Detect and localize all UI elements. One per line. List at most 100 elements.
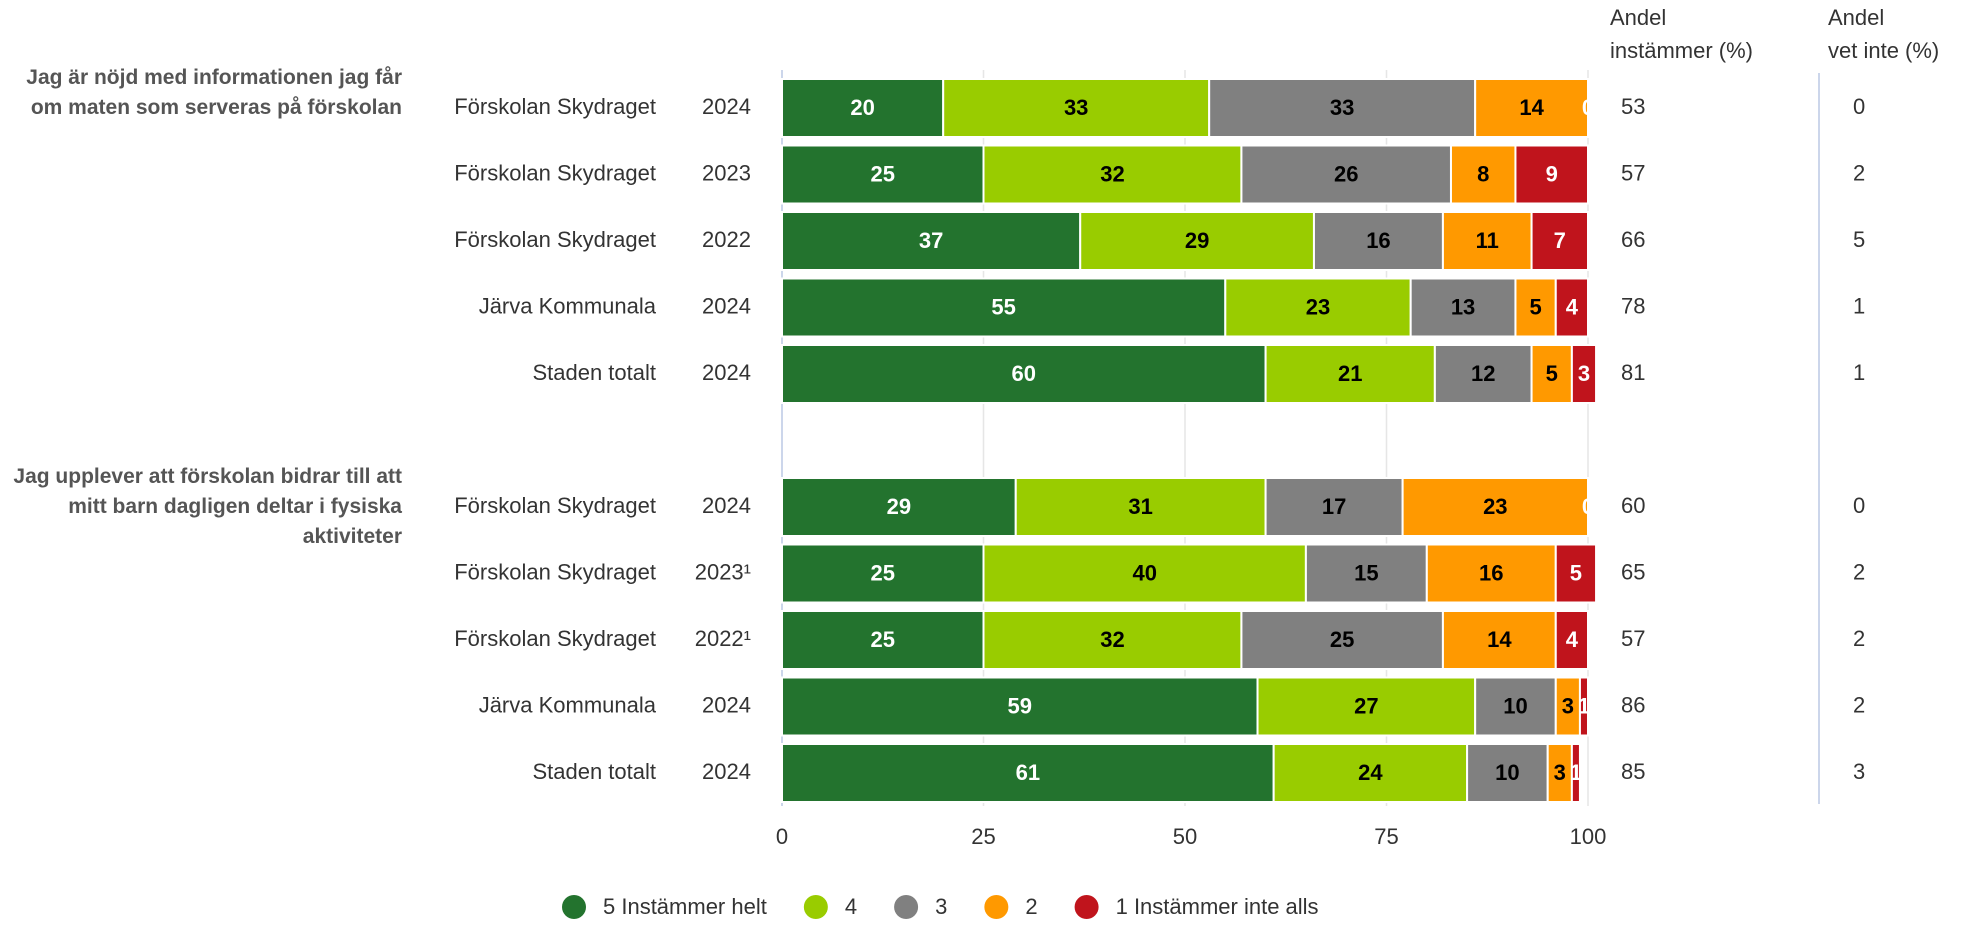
- legend-label: 2: [1025, 894, 1037, 919]
- bar-segment: [1312, 211, 1444, 271]
- legend-label: 3: [935, 894, 947, 919]
- dont-know-value: 2: [1853, 559, 1865, 584]
- dont-know-value: 1: [1853, 360, 1865, 385]
- data-label: 10: [1503, 693, 1527, 718]
- legend-label: 4: [845, 894, 857, 919]
- column-header: vet inte (%): [1828, 38, 1939, 63]
- bar-segment: [781, 477, 1017, 537]
- bar-segment: [1570, 344, 1598, 404]
- year-label: 2024: [702, 293, 751, 318]
- dont-know-value: 2: [1853, 626, 1865, 651]
- data-label: 11: [1476, 228, 1499, 253]
- data-label: 3: [1578, 361, 1590, 386]
- data-label: 0: [1582, 494, 1594, 519]
- bar-segment: [1208, 78, 1477, 138]
- year-label: 2022: [702, 227, 751, 252]
- data-label: 1: [1570, 760, 1582, 785]
- bar-segment: [1554, 543, 1598, 604]
- bar-segment: [781, 610, 985, 670]
- data-label: 12: [1471, 361, 1495, 386]
- agree-value: 57: [1621, 626, 1645, 651]
- legend-marker: [803, 895, 828, 919]
- bar-segment: [1449, 144, 1517, 205]
- category-label: Staden totalt: [532, 360, 656, 385]
- bar-segment: [781, 144, 985, 205]
- bar-segment: [1466, 743, 1549, 803]
- bar-segment: [1474, 78, 1590, 138]
- bar-segment: [1530, 344, 1573, 404]
- bar-segment: [1264, 477, 1404, 537]
- bar-segment: [781, 277, 1227, 338]
- category-label: Järva Kommunala: [479, 692, 657, 717]
- data-label: 26: [1334, 161, 1358, 186]
- bar-segment: [1272, 743, 1469, 803]
- dont-know-value: 5: [1853, 227, 1865, 252]
- data-label: 1: [1578, 693, 1590, 718]
- data-label: 15: [1354, 560, 1378, 585]
- year-label: 2022¹: [695, 626, 751, 651]
- x-tick-label: 25: [971, 824, 995, 849]
- legend-label: 1 Instämmer inte alls: [1116, 894, 1319, 919]
- data-label: 0: [1582, 95, 1594, 120]
- dont-know-value: 1: [1853, 293, 1865, 318]
- bar-segment: [1224, 277, 1412, 338]
- data-label: 23: [1306, 294, 1330, 319]
- bar-segment: [781, 676, 1259, 737]
- data-label: 23: [1483, 494, 1507, 519]
- data-label: 37: [919, 228, 943, 253]
- data-label: 5: [1529, 294, 1541, 319]
- x-tick-label: 0: [776, 824, 788, 849]
- agree-value: 60: [1621, 493, 1645, 518]
- bar-segment: [1578, 676, 1589, 737]
- data-label: 4: [1566, 294, 1579, 319]
- category-label: Förskolan Skydraget: [454, 160, 656, 185]
- column-header: instämmer (%): [1610, 38, 1753, 63]
- bar-segment: [1546, 743, 1573, 803]
- dont-know-value: 2: [1853, 160, 1865, 185]
- group-title: Jag upplever att förskolan bidrar till a…: [13, 465, 402, 548]
- dont-know-value: 0: [1853, 94, 1865, 119]
- bar-segment: [781, 543, 985, 604]
- data-label: 17: [1322, 494, 1346, 519]
- dont-know-value: 0: [1853, 493, 1865, 518]
- bar-segment: [1554, 277, 1590, 338]
- data-label: 9: [1546, 161, 1558, 186]
- data-label: 10: [1495, 760, 1519, 785]
- category-label: Järva Kommunala: [479, 293, 657, 318]
- data-label: 14: [1487, 627, 1512, 652]
- agree-value: 78: [1621, 293, 1645, 318]
- data-label: 25: [871, 627, 895, 652]
- data-label: 4: [1566, 627, 1579, 652]
- bar-segment: [1401, 477, 1589, 537]
- data-label: 59: [1008, 693, 1032, 718]
- column-header: Andel: [1610, 5, 1666, 30]
- data-label: 5: [1546, 361, 1558, 386]
- data-label: 32: [1100, 627, 1124, 652]
- legend-marker: [984, 895, 1009, 919]
- year-label: 2024: [702, 493, 751, 518]
- data-label: 7: [1554, 228, 1566, 253]
- dont-know-value: 3: [1853, 759, 1865, 784]
- data-label: 29: [1185, 228, 1209, 253]
- category-label: Förskolan Skydraget: [454, 493, 656, 518]
- group-title: Jag är nöjd med informationen jag får om…: [26, 66, 402, 119]
- data-label: 31: [1128, 494, 1152, 519]
- agree-value: 66: [1621, 227, 1645, 252]
- bar-segment: [1570, 743, 1581, 803]
- data-label: 8: [1477, 161, 1489, 186]
- data-label: 3: [1562, 693, 1574, 718]
- bar-segment: [1014, 477, 1267, 537]
- bar-segment: [1554, 676, 1581, 737]
- legend-marker: [562, 895, 586, 919]
- data-label: 24: [1358, 760, 1383, 785]
- data-label: 14: [1519, 95, 1544, 120]
- agree-value: 81: [1621, 360, 1645, 385]
- data-label: 20: [850, 95, 874, 120]
- legend-marker: [894, 895, 919, 919]
- column-header: Andel: [1828, 5, 1884, 30]
- category-label: Förskolan Skydraget: [454, 626, 656, 651]
- agree-value: 86: [1621, 692, 1645, 717]
- agree-value: 85: [1621, 759, 1645, 784]
- bar-segment: [1514, 144, 1589, 205]
- bar-segment: [1256, 676, 1477, 737]
